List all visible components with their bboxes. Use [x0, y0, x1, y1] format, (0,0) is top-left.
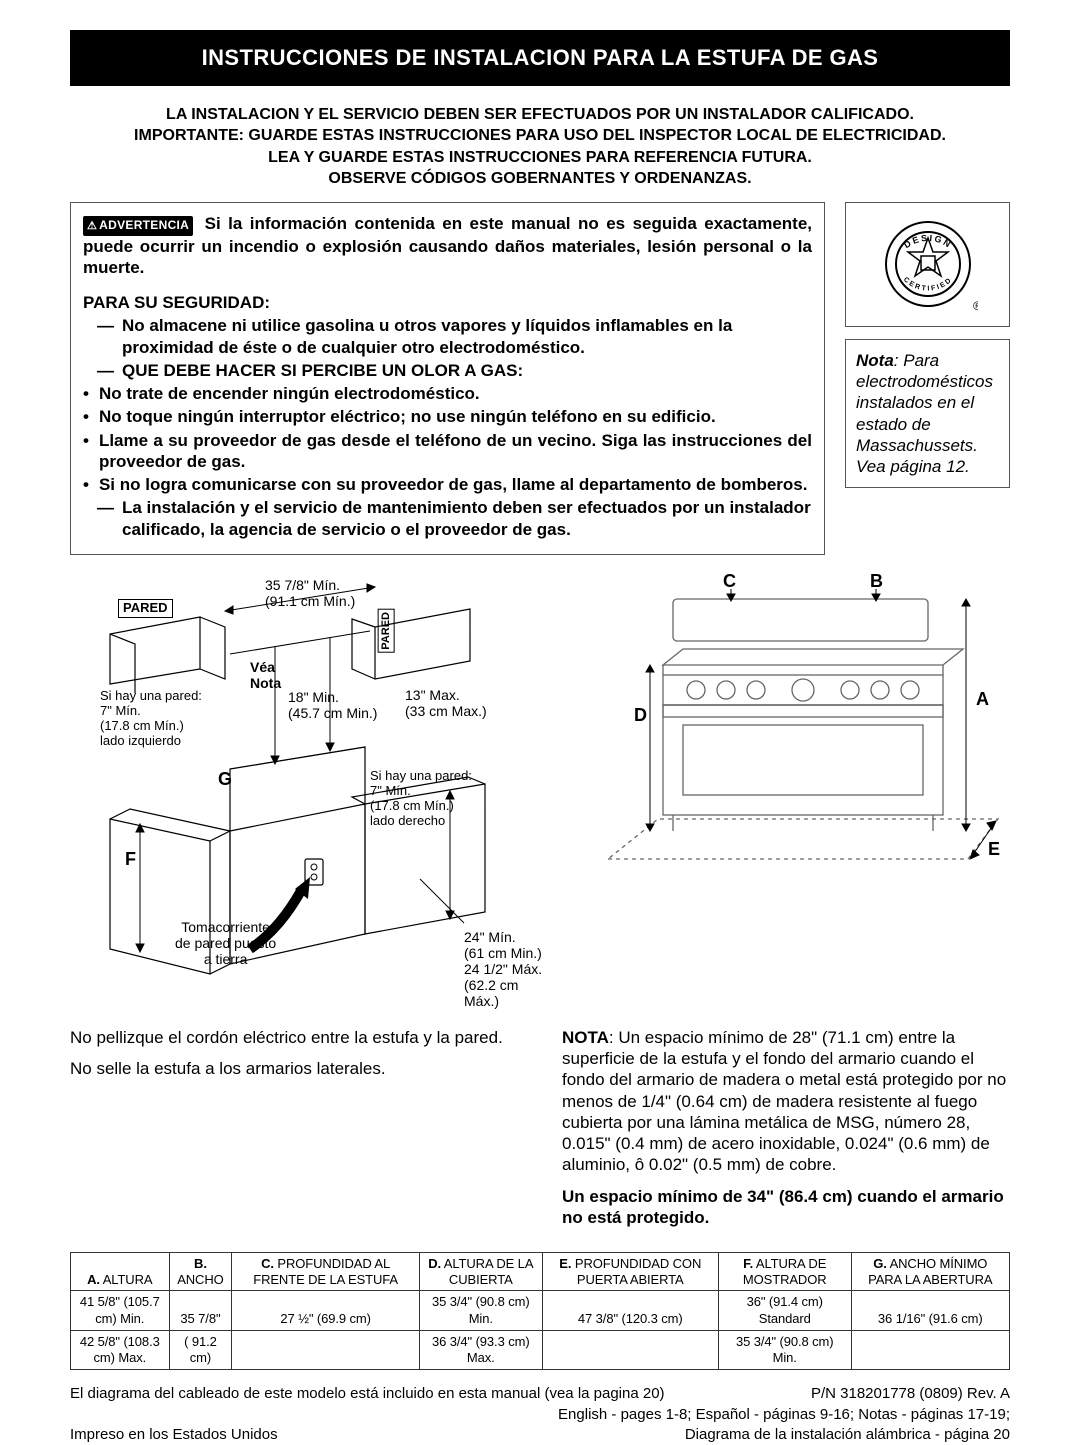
cell: 35 3/4" (90.8 cm) Min. [718, 1330, 851, 1370]
svg-text:DESIGN: DESIGN [902, 233, 954, 250]
cell: ( 91.2 cm) [169, 1330, 232, 1370]
intro-block: LA INSTALACION Y EL SERVICIO DEBEN SER E… [70, 104, 1010, 190]
cell: 41 5/8" (105.7 cm) Min. [71, 1291, 170, 1331]
cell [851, 1330, 1009, 1370]
svg-text:®: ® [973, 299, 978, 313]
cell: 35 7/8" [169, 1291, 232, 1331]
notes-left: No pellizque el cordón eléctrico entre l… [70, 1027, 540, 1238]
nota-head: NOTA [562, 1028, 609, 1047]
dim-tag-d: D [634, 705, 647, 726]
cell: 36 3/4" (93.3 cm) Max. [419, 1330, 542, 1370]
dim-tag-g: G [218, 769, 232, 790]
dim-tag-c: C [723, 571, 736, 592]
note-text: No pellizque el cordón eléctrico entre l… [70, 1027, 540, 1048]
clearance-diagram: PARED PARED 35 7/8" Mín.(91.1 cm Mín.) V… [70, 569, 550, 1019]
label-wall-left: Si hay una pared:7" Mín.(17.8 cm Mín.)la… [100, 689, 202, 749]
cell: 36 1/16" (91.6 cm) [851, 1291, 1009, 1331]
cell: 47 3/8" (120.3 cm) [542, 1291, 718, 1331]
cell: 35 3/4" (90.8 cm) Min. [419, 1291, 542, 1331]
col-g: G. ANCHO MÍNIMO PARA LA ABERTURA [851, 1253, 1009, 1291]
label-pared-side: PARED [378, 609, 395, 653]
bullet-item: •Llame a su proveedor de gas desde el te… [83, 430, 812, 473]
range-diagram: C B A D E [568, 569, 1008, 869]
bullet-item: •No trate de encender ningún electrodomé… [83, 383, 812, 404]
intro-line-4: OBSERVE CÓDIGOS GOBERNANTES Y ORDENANZAS… [70, 168, 1010, 190]
nota-body: : Un espacio mínimo de 28" (71.1 cm) ent… [562, 1028, 1006, 1175]
footer-left: Impreso en los Estados Unidos [70, 1425, 278, 1445]
intro-line-2: IMPORTANTE: GUARDE ESTAS INSTRUCCIONES P… [70, 125, 1010, 147]
state-note-box: Nota: Para electrodomésticos instalados … [845, 339, 1010, 489]
dash-item: —No almacene ni utilice gasolina u otros… [97, 315, 812, 358]
bullet-list: •No trate de encender ningún electrodomé… [83, 383, 812, 495]
col-f: F. ALTURA DE MOSTRADOR [718, 1253, 851, 1291]
footer-right: English - pages 1-8; Español - páginas 9… [558, 1405, 1010, 1445]
nota-bold: Un espacio mínimo de 34" (86.4 cm) cuand… [562, 1186, 1010, 1229]
warning-box: ⚠ADVERTENCIA Si la información contenida… [70, 202, 825, 555]
dimensions-table: A. ALTURA B. ANCHO C. PROFUNDIDAD AL FRE… [70, 1252, 1010, 1370]
page-footer: El diagrama del cableado de este modelo … [70, 1384, 1010, 1445]
label-wall-right: Si hay una pared:7" Mín.(17.8 cm Mín.)la… [370, 769, 472, 829]
col-e: E. PROFUNDIDAD CON PUERTA ABIERTA [542, 1253, 718, 1291]
col-d: D. ALTURA DE LA CUBIERTA [419, 1253, 542, 1291]
design-certified-icon: DESIGN CERTIFIED ® [878, 214, 978, 314]
cell [542, 1330, 718, 1370]
label-outlet: Tomacorrientede pared puestoa tierra [175, 919, 276, 967]
dim-tag-a: A [976, 689, 989, 710]
col-c: C. PROFUNDIDAD AL FRENTE DE LA ESTUFA [232, 1253, 420, 1291]
footer-left: El diagrama del cableado de este modelo … [70, 1384, 665, 1404]
table-header-row: A. ALTURA B. ANCHO C. PROFUNDIDAD AL FRE… [71, 1253, 1010, 1291]
footer-right: P/N 318201778 (0809) Rev. A [811, 1384, 1010, 1404]
bullet-item: •No toque ningún interruptor eléctrico; … [83, 406, 812, 427]
safety-heading: PARA SU SEGURIDAD: [83, 292, 812, 313]
label-vea-nota: VéaNota [250, 659, 281, 691]
cell: 27 ½" (69.9 cm) [232, 1291, 420, 1331]
dim-label: 18" Min.(45.7 cm Min.) [288, 689, 377, 721]
dim-tag-e: E [988, 839, 1000, 860]
dim-tag-b: B [870, 571, 883, 592]
cell: 36" (91.4 cm) Standard [718, 1291, 851, 1331]
page-title: INSTRUCCIONES DE INSTALACION PARA LA EST… [70, 30, 1010, 86]
dim-label: 35 7/8" Mín.(91.1 cm Mín.) [265, 577, 355, 609]
warning-triangle-icon: ⚠ [87, 220, 97, 234]
col-b: B. ANCHO [169, 1253, 232, 1291]
dim-tag-f: F [125, 849, 136, 870]
intro-line-3: LEA Y GUARDE ESTAS INSTRUCCIONES PARA RE… [70, 147, 1010, 169]
table-row: 42 5/8" (108.3 cm) Max. ( 91.2 cm) 36 3/… [71, 1330, 1010, 1370]
dash-item: —QUE DEBE HACER SI PERCIBE UN OLOR A GAS… [97, 360, 812, 381]
label-pared: PARED [118, 599, 173, 618]
dash-item: —La instalación y el servicio de manteni… [97, 497, 812, 540]
table-row: 41 5/8" (105.7 cm) Min. 35 7/8" 27 ½" (6… [71, 1291, 1010, 1331]
warning-chip: ⚠ADVERTENCIA [83, 216, 193, 236]
notes-right: NOTA: Un espacio mínimo de 28" (71.1 cm)… [562, 1027, 1010, 1238]
col-a: A. ALTURA [71, 1253, 170, 1291]
cell [232, 1330, 420, 1370]
note-text: No selle la estufa a los armarios latera… [70, 1058, 540, 1079]
cell: 42 5/8" (108.3 cm) Max. [71, 1330, 170, 1370]
bullet-item: •Si no logra comunicarse con su proveedo… [83, 474, 812, 495]
certification-badge: DESIGN CERTIFIED ® [845, 202, 1010, 327]
dim-label: 24" Mín.(61 cm Min.)24 1/2" Máx.(62.2 cm… [464, 929, 550, 1009]
intro-line-1: LA INSTALACION Y EL SERVICIO DEBEN SER E… [70, 104, 1010, 126]
dim-label: 13" Max.(33 cm Max.) [405, 687, 487, 719]
note-head: Nota [856, 351, 894, 370]
